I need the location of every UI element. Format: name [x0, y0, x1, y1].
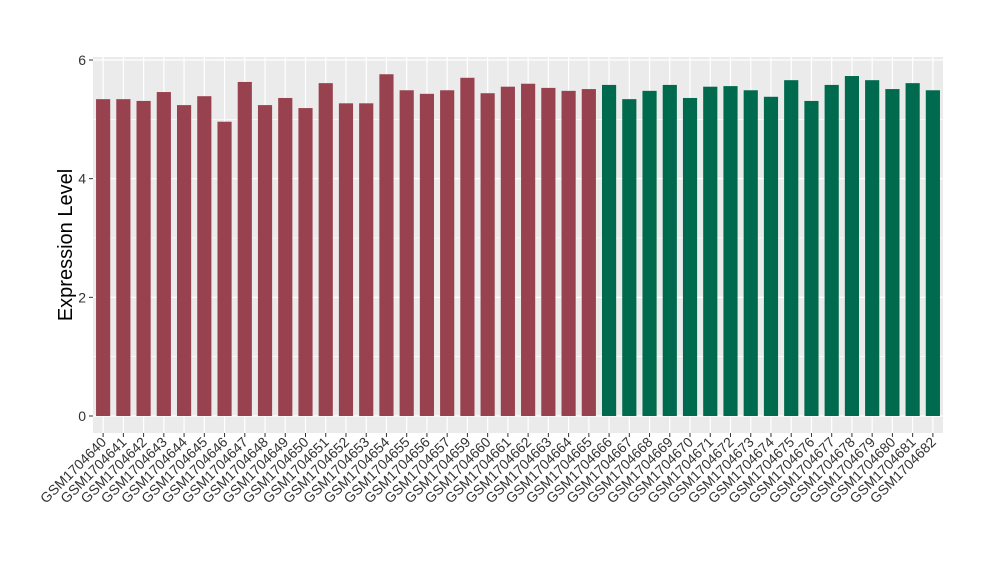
bar-GSM1704669: [662, 84, 677, 417]
bar-GSM1704665: [581, 89, 596, 416]
bar-GSM1704675: [784, 80, 799, 416]
x-axis: GSM1704640GSM1704641GSM1704642GSM1704643…: [37, 433, 939, 506]
bar-GSM1704645: [197, 96, 212, 417]
y-tick-label: 0: [78, 408, 86, 424]
y-axis: 0 2 4 6: [78, 52, 93, 424]
bar-GSM1704673: [743, 90, 758, 416]
bar-GSM1704670: [682, 97, 698, 417]
bar-GSM1704660: [480, 93, 495, 416]
y-tick-label: 6: [78, 52, 86, 68]
bar-GSM1704647: [237, 81, 252, 416]
bar-GSM1704651: [318, 83, 333, 416]
plot-background: [93, 57, 943, 433]
bar-GSM1704661: [500, 86, 515, 416]
bar-GSM1704672: [723, 86, 738, 417]
bar-GSM1704678: [844, 76, 860, 417]
bar-GSM1704655: [399, 90, 414, 416]
bar-GSM1704663: [541, 87, 556, 417]
bar-GSM1704644: [176, 105, 192, 417]
bar-GSM1704654: [379, 74, 394, 417]
y-tick-label: 4: [78, 171, 86, 187]
bar-GSM1704640: [96, 99, 111, 416]
bar-GSM1704674: [763, 96, 779, 416]
bar-GSM1704653: [359, 103, 374, 417]
bar-GSM1704650: [298, 108, 313, 416]
bar-GSM1704667: [622, 99, 637, 416]
bar-GSM1704679: [865, 80, 880, 416]
bar-GSM1704641: [116, 99, 131, 416]
bar-GSM1704642: [136, 100, 151, 416]
bar-GSM1704681: [905, 83, 920, 416]
y-tick-label: 2: [78, 289, 86, 305]
bar-GSM1704656: [419, 93, 435, 416]
bar-GSM1704666: [601, 84, 617, 417]
bar-GSM1704659: [460, 77, 475, 417]
bar-GSM1704643: [156, 92, 171, 416]
bar-GSM1704677: [824, 84, 839, 417]
bar-GSM1704662: [521, 83, 536, 416]
bar-GSM1704664: [561, 90, 576, 416]
bar-GSM1704676: [804, 100, 819, 416]
bar-GSM1704657: [440, 90, 455, 416]
bar-GSM1704648: [257, 105, 273, 417]
bar-GSM1704652: [338, 103, 354, 417]
bar-GSM1704680: [885, 89, 900, 416]
bars: [96, 74, 940, 417]
bar-GSM1704668: [642, 90, 657, 416]
bar-GSM1704682: [925, 90, 940, 416]
bar-GSM1704646: [217, 121, 232, 416]
bar-GSM1704671: [703, 86, 718, 416]
bar-GSM1704649: [278, 97, 293, 417]
y-axis-label: Expression Level: [55, 169, 77, 321]
